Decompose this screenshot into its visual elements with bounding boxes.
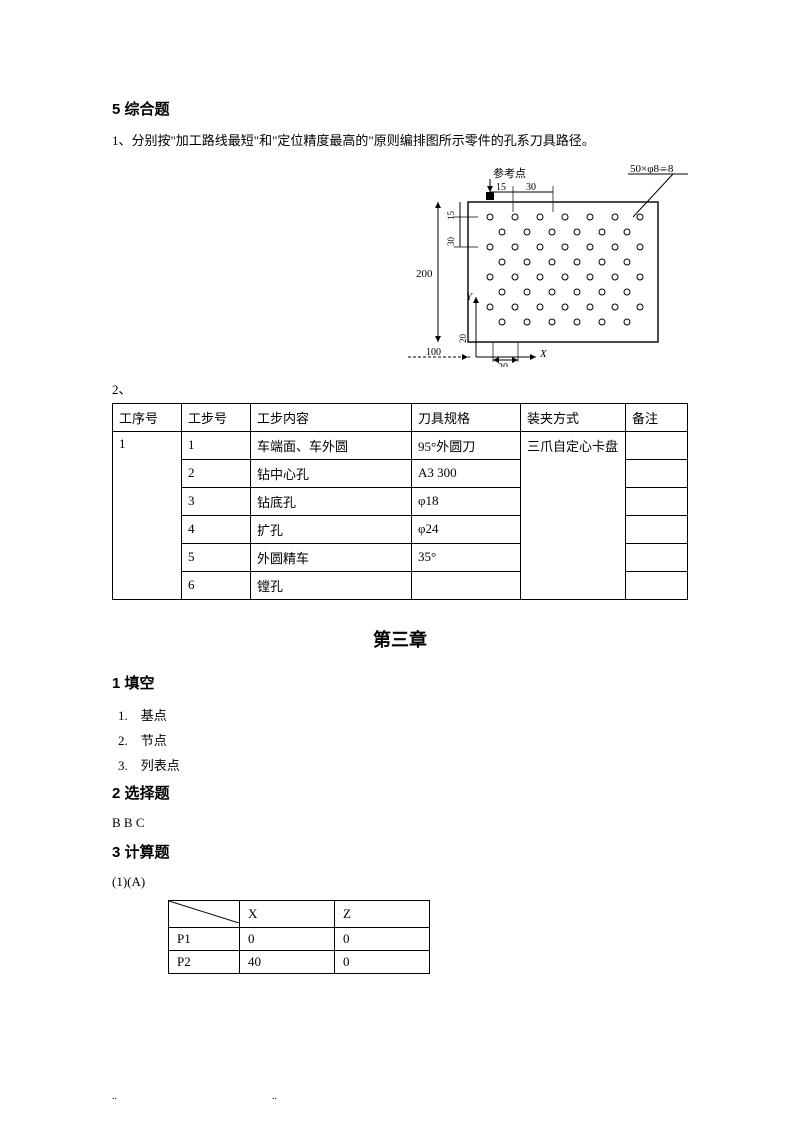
cell-note [626, 459, 688, 487]
sec2-title: 2 选择题 [112, 782, 688, 803]
diagram-dim-top1: 15 [496, 182, 506, 193]
th-fixture: 装夹方式 [521, 403, 626, 431]
diagram-callout: 50×φ8⌯8 [630, 163, 674, 175]
diagram-axis-y: Y [466, 291, 474, 303]
cell-step: 3 [182, 487, 251, 515]
footer-right: .. [272, 1091, 277, 1102]
sec3-title: 3 计算题 [112, 841, 688, 862]
col-x: X [240, 900, 335, 927]
choice-answer: B B C [112, 815, 688, 831]
diagram-dim-h200: 200 [416, 268, 433, 280]
cell-label: P1 [169, 927, 240, 950]
chapter3-title: 第三章 [112, 626, 688, 652]
cell-fixture: 三爪自定心卡盘 [521, 431, 626, 599]
diagram-dim-top2: 30 [526, 182, 536, 193]
th-step: 工步号 [182, 403, 251, 431]
cell-content: 扩孔 [251, 515, 412, 543]
question-1-text: 1、分别按"加工路线最短"和"定位精度最高的"原则编排图所示零件的孔系刀具路径。 [112, 131, 688, 152]
diagram-dim-by20: 20 [458, 333, 468, 343]
th-note: 备注 [626, 403, 688, 431]
table-header-row: 工序号 工步号 工步内容 刀具规格 装夹方式 备注 [113, 403, 688, 431]
footer-left: .. [112, 1091, 117, 1102]
cell-procno: 1 [113, 431, 182, 599]
cell-note [626, 543, 688, 571]
table-row: P2 40 0 [169, 950, 430, 973]
cell-tool [412, 571, 521, 599]
cell-x: 40 [240, 950, 335, 973]
calc-sub-label: (1)(A) [112, 874, 688, 890]
calc-table: X Z P1 0 0 P2 40 0 [168, 900, 430, 974]
cell-tool: φ24 [412, 515, 521, 543]
cell-step: 4 [182, 515, 251, 543]
diagram-dim-v30: 30 [446, 236, 456, 246]
hole-grid [487, 214, 643, 325]
cell-tool: 35° [412, 543, 521, 571]
th-content: 工步内容 [251, 403, 412, 431]
fill-item-3: 3. 列表点 [112, 755, 688, 774]
cell-tool: 95°外圆刀 [412, 431, 521, 459]
question-2-label: 2、 [112, 380, 688, 401]
cell-x: 0 [240, 927, 335, 950]
th-proc: 工序号 [113, 403, 182, 431]
cell-note [626, 571, 688, 599]
cell-content: 外圆精车 [251, 543, 412, 571]
cell-step: 1 [182, 431, 251, 459]
cell-note [626, 431, 688, 459]
cell-z: 0 [335, 950, 430, 973]
cell-note [626, 515, 688, 543]
cell-step: 6 [182, 571, 251, 599]
cell-content: 钻中心孔 [251, 459, 412, 487]
cell-tool: φ18 [412, 487, 521, 515]
th-tool: 刀具规格 [412, 403, 521, 431]
cell-content: 钻底孔 [251, 487, 412, 515]
cell-tool: A3 300 [412, 459, 521, 487]
diagram-dim-bx20: 20 [498, 362, 508, 367]
process-table: 工序号 工步号 工步内容 刀具规格 装夹方式 备注 1 1 车端面、车外圆 95… [112, 403, 688, 600]
cell-content: 车端面、车外圆 [251, 431, 412, 459]
cell-content: 镗孔 [251, 571, 412, 599]
cell-step: 5 [182, 543, 251, 571]
table-row: P1 0 0 [169, 927, 430, 950]
page-footer: .. .. [112, 1091, 688, 1102]
fill-item-2: 2. 节点 [112, 730, 688, 749]
cell-label: P2 [169, 950, 240, 973]
table-row: 1 1 车端面、车外圆 95°外圆刀 三爪自定心卡盘 [113, 431, 688, 459]
diagram-ref-label: 参考点 [493, 166, 526, 180]
diagram-dim-v15: 15 [446, 210, 456, 220]
diagram-axis-x: X [539, 348, 548, 360]
hole-pattern-diagram: 参考点 50×φ8⌯8 15 30 200 15 30 [112, 162, 688, 372]
col-z: Z [335, 900, 430, 927]
fill-item-1: 1. 基点 [112, 705, 688, 724]
sec1-title: 1 填空 [112, 672, 688, 693]
section5-title: 5 综合题 [112, 98, 688, 119]
diag-cell [169, 900, 240, 927]
cell-z: 0 [335, 927, 430, 950]
cell-note [626, 487, 688, 515]
cell-step: 2 [182, 459, 251, 487]
diagram-dim-b100: 100 [426, 347, 441, 358]
